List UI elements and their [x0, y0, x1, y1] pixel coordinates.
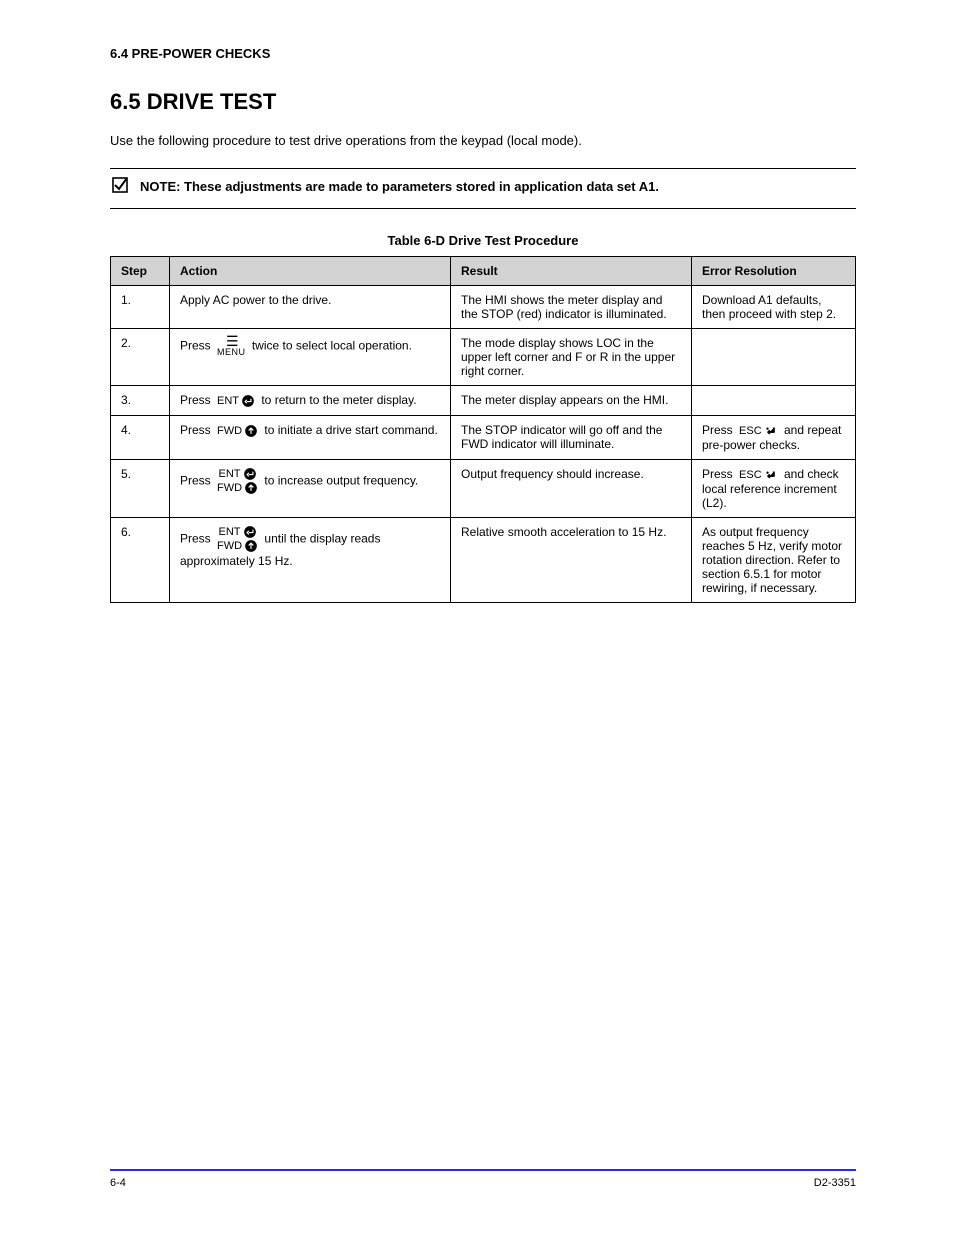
cell-error: As output frequency reaches 5 Hz, verify…	[692, 517, 856, 602]
cell-result: The STOP indicator will go off and the F…	[451, 415, 692, 459]
note-block: NOTE: These adjustments are made to para…	[110, 168, 856, 209]
ent-key-icon: ENT	[217, 394, 255, 408]
footer-doc-id: D2-3351	[814, 1177, 856, 1189]
table-row: 4.Press FWD to initiate a drive start co…	[111, 415, 856, 459]
table-header-row: Step Action Result Error Resolution	[111, 257, 856, 286]
fwd-key-icon: FWD	[217, 424, 258, 438]
cell-action: Press ☰MENU twice to select local operat…	[170, 329, 451, 386]
cell-result: The mode display shows LOC in the upper …	[451, 329, 692, 386]
cell-action: Press ENTFWD until the display reads app…	[170, 517, 451, 602]
col-step-header: Step	[111, 257, 170, 286]
note-checkbox-icon	[110, 175, 130, 200]
cell-error	[692, 329, 856, 386]
fwd-key-icon: FWD	[217, 539, 258, 553]
cell-result: The meter display appears on the HMI.	[451, 386, 692, 416]
cell-error	[692, 386, 856, 416]
col-result-header: Result	[451, 257, 692, 286]
key-icon-stack: ESC	[739, 424, 778, 438]
key-icon-stack: ENT	[217, 394, 255, 408]
cell-action: Apply AC power to the drive.	[170, 286, 451, 329]
cell-error: Download A1 defaults, then proceed with …	[692, 286, 856, 329]
key-icon-stack: ☰MENU	[217, 336, 246, 357]
fwd-key-icon: FWD	[217, 481, 258, 495]
cell-step: 4.	[111, 415, 170, 459]
cell-error: Press ESC and repeat pre-power checks.	[692, 415, 856, 459]
esc-key-icon: ESC	[739, 424, 778, 438]
cell-step: 6.	[111, 517, 170, 602]
key-icon-stack: ESC	[739, 468, 778, 482]
footer-page-number: 6-4	[110, 1177, 126, 1189]
key-icon-stack: ENTFWD	[217, 525, 258, 554]
ent-key-icon: ENT	[219, 467, 257, 481]
section-number: 6.4 PRE-POWER CHECKS	[110, 46, 856, 61]
cell-action: Press ENT to return to the meter display…	[170, 386, 451, 416]
cell-action: Press FWD to initiate a drive start comm…	[170, 415, 451, 459]
cell-step: 2.	[111, 329, 170, 386]
cell-result: The HMI shows the meter display and the …	[451, 286, 692, 329]
cell-step: 1.	[111, 286, 170, 329]
cell-result: Relative smooth acceleration to 15 Hz.	[451, 517, 692, 602]
table-row: 6.Press ENTFWD until the display reads a…	[111, 517, 856, 602]
key-icon-stack: FWD	[217, 424, 258, 438]
cell-step: 3.	[111, 386, 170, 416]
table-row: 3.Press ENT to return to the meter displ…	[111, 386, 856, 416]
cell-error: Press ESC and check local reference incr…	[692, 459, 856, 517]
table-row: 2.Press ☰MENU twice to select local oper…	[111, 329, 856, 386]
drive-test-table: Step Action Result Error Resolution 1.Ap…	[110, 256, 856, 603]
intro-text: Use the following procedure to test driv…	[110, 133, 856, 148]
table-caption: Table 6-D Drive Test Procedure	[110, 233, 856, 248]
esc-key-icon: ESC	[739, 468, 778, 482]
cell-step: 5.	[111, 459, 170, 517]
table-row: 1.Apply AC power to the drive.The HMI sh…	[111, 286, 856, 329]
menu-key-icon: ☰MENU	[217, 336, 246, 357]
table-row: 5.Press ENTFWD to increase output freque…	[111, 459, 856, 517]
col-error-header: Error Resolution	[692, 257, 856, 286]
cell-result: Output frequency should increase.	[451, 459, 692, 517]
ent-key-icon: ENT	[219, 525, 257, 539]
section-title: 6.5 DRIVE TEST	[110, 89, 856, 115]
cell-action: Press ENTFWD to increase output frequenc…	[170, 459, 451, 517]
note-text: NOTE: These adjustments are made to para…	[140, 175, 659, 194]
col-action-header: Action	[170, 257, 451, 286]
page-footer: 6-4 D2-3351	[110, 1169, 856, 1189]
key-icon-stack: ENTFWD	[217, 467, 258, 496]
